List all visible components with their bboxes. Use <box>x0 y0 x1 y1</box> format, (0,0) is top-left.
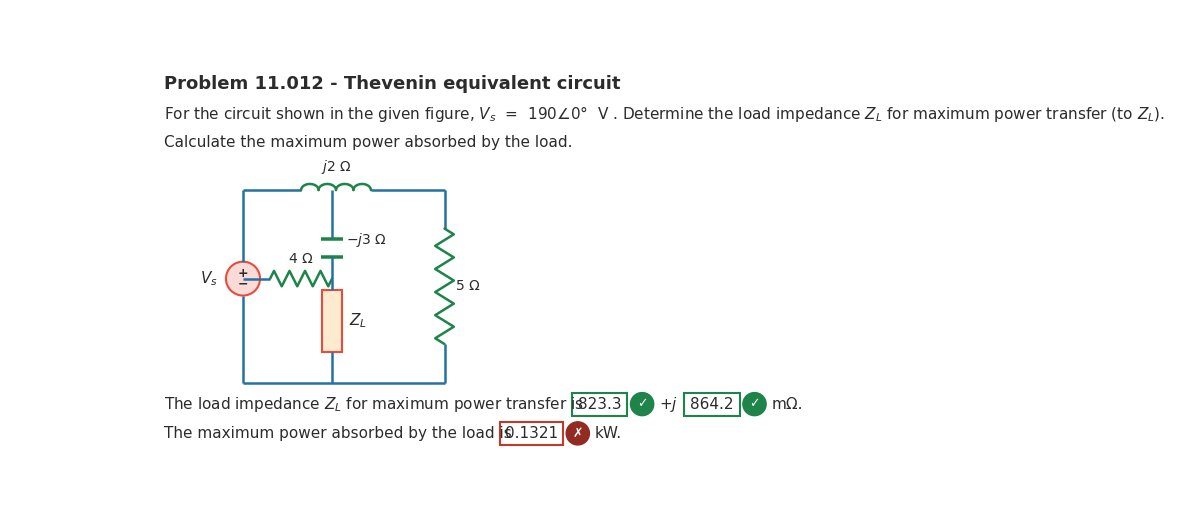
FancyBboxPatch shape <box>499 422 563 445</box>
Text: Problem 11.012 - Thevenin equivalent circuit: Problem 11.012 - Thevenin equivalent cir… <box>164 75 620 92</box>
Text: The maximum power absorbed by the load is: The maximum power absorbed by the load i… <box>164 426 511 441</box>
Text: $-j$3 Ω: $-j$3 Ω <box>346 231 386 249</box>
Circle shape <box>566 422 589 445</box>
Text: 5 Ω: 5 Ω <box>456 279 480 293</box>
Text: +: + <box>238 267 248 280</box>
Text: ✓: ✓ <box>749 397 760 411</box>
Text: ✓: ✓ <box>637 397 647 411</box>
Text: $j$2 Ω: $j$2 Ω <box>320 158 352 176</box>
Text: 823.3: 823.3 <box>577 396 622 412</box>
Text: +$j$: +$j$ <box>659 395 678 414</box>
Text: 864.2: 864.2 <box>690 396 733 412</box>
Text: Calculate the maximum power absorbed by the load.: Calculate the maximum power absorbed by … <box>164 134 572 150</box>
FancyBboxPatch shape <box>684 393 739 416</box>
Text: 4 Ω: 4 Ω <box>289 251 313 266</box>
Circle shape <box>630 393 654 416</box>
Text: −: − <box>238 278 248 290</box>
Text: The load impedance $Z_L$ for maximum power transfer is: The load impedance $Z_L$ for maximum pow… <box>164 395 583 414</box>
Text: kW.: kW. <box>595 426 622 441</box>
Text: mΩ.: mΩ. <box>772 396 803 412</box>
Text: $Z_L$: $Z_L$ <box>349 312 367 330</box>
Text: $V_s$: $V_s$ <box>200 269 218 288</box>
Circle shape <box>226 261 260 296</box>
Circle shape <box>743 393 766 416</box>
FancyBboxPatch shape <box>322 290 342 352</box>
FancyBboxPatch shape <box>571 393 628 416</box>
Text: ✗: ✗ <box>572 427 583 440</box>
Text: For the circuit shown in the given figure, $V_s$  =  190$\angle$0°  V . Determin: For the circuit shown in the given figur… <box>164 104 1165 124</box>
Text: 0.1321: 0.1321 <box>505 426 558 441</box>
